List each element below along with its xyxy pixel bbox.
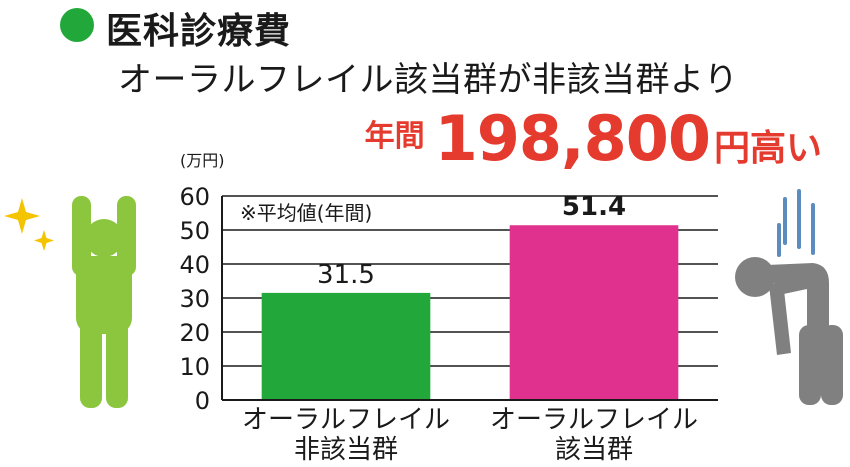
- headline-difference: 年間 198,800 円高い: [365, 102, 822, 175]
- y-tick-label: 50: [179, 217, 210, 245]
- headline-amount: 198,800: [434, 102, 711, 175]
- x-category-label: オーラルフレイル: [242, 405, 450, 435]
- headline-suffix: 円高い: [713, 128, 822, 169]
- chart-bars: 31.5 51.4: [261, 192, 679, 400]
- y-tick-label: 40: [179, 251, 210, 279]
- bar-1: [261, 292, 431, 400]
- bar-value-label: 31.5: [317, 260, 375, 290]
- y-tick-label: 10: [179, 353, 210, 381]
- x-category-label: 該当群: [555, 435, 633, 465]
- y-tick-label: 60: [179, 183, 210, 211]
- x-category-label: 非該当群: [294, 435, 398, 465]
- sparkle-icon: [4, 198, 54, 251]
- bar-value-label: 51.4: [562, 192, 626, 222]
- y-tick-label: 20: [179, 319, 210, 347]
- chart-note: ※平均値(年間): [240, 201, 372, 225]
- y-axis-unit-label: (万円): [180, 151, 225, 170]
- page-title: 医科診療費: [106, 11, 292, 52]
- bar-2: [509, 225, 679, 400]
- y-tick-label: 0: [195, 387, 210, 415]
- healthy-person-icon: [4, 196, 136, 408]
- heading-bullet-icon: [60, 8, 94, 42]
- x-category-label: オーラルフレイル: [490, 405, 698, 435]
- page-subtitle: オーラルフレイル該当群が非該当群より: [118, 60, 739, 100]
- tired-person-icon: [735, 189, 843, 405]
- y-tick-label: 30: [179, 285, 210, 313]
- headline-prefix: 年間: [364, 119, 425, 154]
